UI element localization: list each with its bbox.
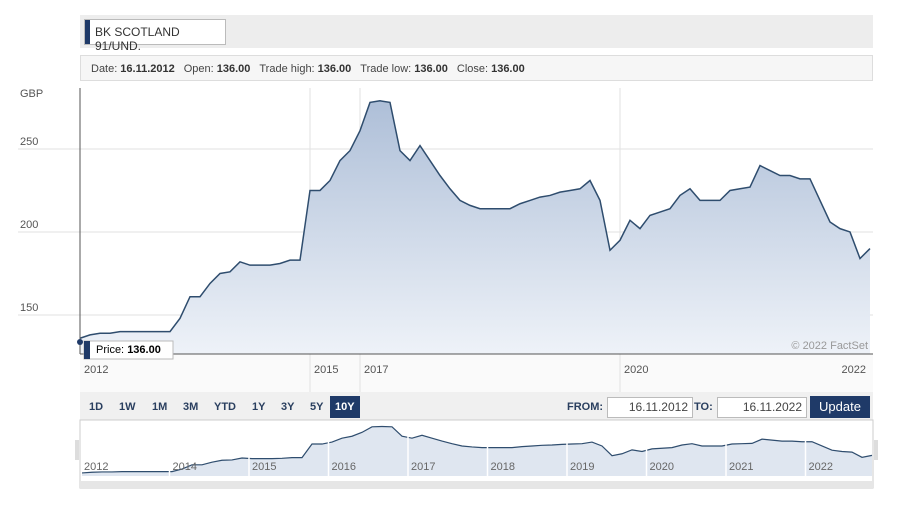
nav-label: 2022 — [809, 461, 833, 473]
title-bar: BK SCOTLAND 91/UND. — [80, 15, 873, 53]
title-box: BK SCOTLAND 91/UND. — [84, 19, 226, 53]
range-button[interactable]: 10Y — [330, 396, 360, 418]
range-button[interactable]: 3Y — [281, 401, 295, 413]
range-button[interactable]: 3M — [183, 401, 199, 413]
copyright: © 2022 FactSet — [791, 340, 868, 352]
to-label: TO: — [694, 401, 713, 413]
y-tick-label: 250 — [20, 136, 38, 148]
tooltip-dot — [77, 339, 83, 345]
x-tick-label: 2020 — [624, 364, 648, 376]
tooltip-marker — [84, 341, 90, 359]
area — [80, 100, 870, 354]
x-tick-label: 2017 — [364, 364, 388, 376]
range-button[interactable]: YTD — [214, 401, 236, 413]
info-value: 136.00 — [216, 63, 251, 75]
info-label: Open: — [183, 63, 214, 75]
range-button[interactable]: 1Y — [252, 401, 266, 413]
x-axis-band — [80, 354, 873, 392]
info-label: Trade low: — [360, 63, 412, 75]
y-tick-label: 200 — [20, 219, 38, 231]
range-button[interactable]: 1M — [152, 401, 168, 413]
nav-label: 2018 — [491, 461, 515, 473]
nav-handle-left[interactable] — [75, 440, 79, 460]
x-tick-label: 2022 — [842, 364, 866, 376]
title-marker — [85, 20, 90, 44]
info-value: 136.00 — [414, 63, 448, 75]
y-axis-label: GBP — [20, 88, 43, 100]
nav-line — [81, 425, 873, 474]
info-value: 136.00 — [317, 63, 352, 75]
price-line — [79, 100, 871, 339]
range-button[interactable]: 1W — [119, 401, 136, 413]
x-tick-label: 2015 — [314, 364, 338, 376]
title: BK SCOTLAND 91/UND. — [95, 25, 180, 53]
info-label: Date: — [91, 63, 118, 75]
nav-scrollbar[interactable] — [80, 481, 873, 488]
tooltip-value: 136.00 — [127, 344, 161, 356]
to-field[interactable]: 16.11.2022 — [717, 397, 807, 418]
x-tick-label: 2012 — [84, 364, 108, 376]
info-label: Trade high: — [259, 63, 315, 75]
nav-label: 2012 — [84, 461, 108, 473]
info-value: 136.00 — [491, 63, 525, 75]
info-value: 16.11.2012 — [120, 63, 175, 75]
info-label: Close: — [456, 63, 489, 75]
info-bar: Date: 16.11.2012 Open: 136.00 Trade high: 136… — [80, 55, 873, 81]
nav-label: 2015 — [252, 461, 276, 473]
nav-label: 2020 — [650, 461, 674, 473]
range-button[interactable]: 5Y — [310, 401, 324, 413]
nav-label: 2021 — [729, 461, 753, 473]
nav-label: 2019 — [570, 461, 594, 473]
from-field[interactable]: 16.11.2012 — [607, 397, 693, 418]
nav-label: 2014 — [173, 461, 197, 473]
update-button[interactable]: Update — [810, 396, 870, 418]
nav-handle-right[interactable] — [874, 440, 878, 460]
tooltip: Price: 136.00 — [96, 344, 161, 356]
nav-label: 2017 — [411, 461, 435, 473]
tooltip-label: Price: — [96, 344, 124, 356]
range-button[interactable]: 1D — [89, 401, 104, 413]
from-label: FROM: — [567, 401, 604, 413]
nav-label: 2016 — [332, 461, 356, 473]
nav-area — [82, 426, 872, 476]
y-tick-label: 150 — [20, 302, 38, 314]
